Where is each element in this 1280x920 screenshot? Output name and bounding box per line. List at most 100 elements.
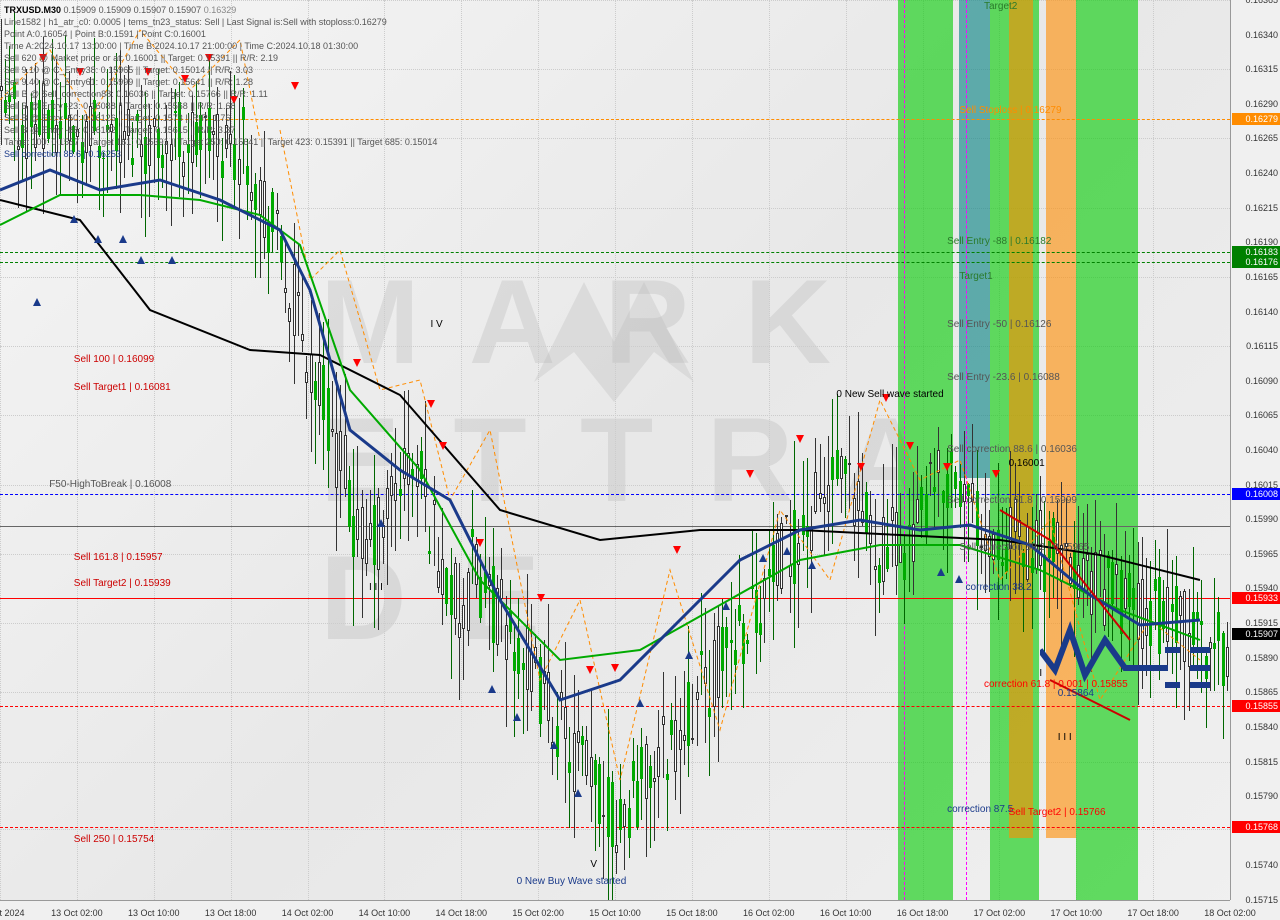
chart-container[interactable]: M A R K E T T R A D E Target2Sell Stoplo… <box>0 0 1280 920</box>
chart-label: Sell 161.8 | 0.15957 <box>74 552 163 563</box>
down-arrow-icon <box>537 594 545 602</box>
up-arrow-icon <box>574 789 582 797</box>
y-axis-tick: 0.15965 <box>1245 549 1278 559</box>
y-axis-tick: 0.15740 <box>1245 860 1278 870</box>
price-tag: 0.16008 <box>1232 488 1280 500</box>
chart-label: Sell Target1 | 0.16081 <box>74 382 171 393</box>
up-arrow-icon <box>955 575 963 583</box>
y-axis-tick: 0.15865 <box>1245 687 1278 697</box>
x-axis-tick: 16 Oct 02:00 <box>743 908 795 918</box>
price-tag: 0.16279 <box>1232 113 1280 125</box>
x-axis-tick: 15 Oct 02:00 <box>512 908 564 918</box>
chart-label: Sell Target2 | 0.15939 <box>74 578 171 589</box>
up-arrow-icon <box>119 235 127 243</box>
down-arrow-icon <box>427 400 435 408</box>
trade-waveform <box>1040 620 1220 700</box>
y-axis-tick: 0.16165 <box>1245 272 1278 282</box>
chart-label: 0 New Sell wave started <box>836 389 943 400</box>
x-axis-tick: 18 Oct 02:00 <box>1204 908 1256 918</box>
horizontal-line <box>0 827 1230 828</box>
up-arrow-icon <box>937 568 945 576</box>
y-axis: 0.157150.157400.157660.157900.158150.158… <box>1230 0 1280 900</box>
down-arrow-icon <box>943 463 951 471</box>
y-axis-tick: 0.16140 <box>1245 307 1278 317</box>
y-axis-tick: 0.16290 <box>1245 99 1278 109</box>
chart-label: Sell Target2 | 0.15766 <box>1009 807 1106 818</box>
chart-label: Sell 100 | 0.16099 <box>74 354 154 365</box>
up-arrow-icon <box>488 685 496 693</box>
y-axis-tick: 0.15815 <box>1245 757 1278 767</box>
down-arrow-icon <box>796 435 804 443</box>
y-axis-tick: 0.15990 <box>1245 514 1278 524</box>
chart-label: Sell Entry -88 | 0.16182 <box>947 236 1051 247</box>
up-arrow-icon <box>783 547 791 555</box>
down-arrow-icon <box>353 359 361 367</box>
chart-label: Sell Entry -23.6 | 0.16088 <box>947 372 1060 383</box>
y-axis-tick: 0.16315 <box>1245 64 1278 74</box>
y-axis-tick: 0.16365 <box>1245 0 1278 5</box>
y-axis-tick: 0.15715 <box>1245 895 1278 905</box>
y-axis-tick: 0.16065 <box>1245 410 1278 420</box>
down-arrow-icon <box>906 442 914 450</box>
x-axis-tick: 14 Oct 18:00 <box>435 908 487 918</box>
zone <box>1046 0 1077 838</box>
up-arrow-icon <box>94 235 102 243</box>
down-arrow-icon <box>586 666 594 674</box>
chart-label: Sell Stoploss | 0.16279 <box>959 105 1061 116</box>
price-tag: 0.15768 <box>1232 821 1280 833</box>
up-arrow-icon <box>759 554 767 562</box>
zone <box>1009 0 1034 838</box>
up-arrow-icon <box>722 602 730 610</box>
down-arrow-icon <box>476 539 484 547</box>
price-tag: 0.16176 <box>1232 256 1280 268</box>
chart-label: I I I <box>369 582 383 593</box>
down-arrow-icon <box>857 463 865 471</box>
x-axis-tick: 14 Oct 02:00 <box>282 908 334 918</box>
down-arrow-icon <box>673 546 681 554</box>
y-axis-tick: 0.16040 <box>1245 445 1278 455</box>
x-axis-tick: 14 Oct 10:00 <box>359 908 411 918</box>
chart-label: Target2 <box>984 1 1017 12</box>
x-axis: 12 Oct 202413 Oct 02:0013 Oct 10:0013 Oc… <box>0 900 1230 920</box>
y-axis-tick: 0.16265 <box>1245 133 1278 143</box>
up-arrow-icon <box>168 256 176 264</box>
chart-label: V <box>590 859 597 870</box>
chart-label: Sell correction 88.6 | 0.16036 <box>947 444 1077 455</box>
x-axis-tick: 17 Oct 10:00 <box>1050 908 1102 918</box>
x-axis-tick: 12 Oct 2024 <box>0 908 25 918</box>
price-tag: 0.15907 <box>1232 628 1280 640</box>
horizontal-line <box>0 526 1230 527</box>
y-axis-tick: 0.15890 <box>1245 653 1278 663</box>
down-arrow-icon <box>611 664 619 672</box>
chart-label: Sell Entry -50 | 0.16126 <box>947 319 1051 330</box>
horizontal-line <box>0 252 1230 253</box>
chart-label: I V <box>431 319 443 330</box>
x-axis-tick: 13 Oct 02:00 <box>51 908 103 918</box>
zone <box>1101 0 1138 900</box>
zone <box>1076 0 1101 900</box>
chart-label: Sell 250 | 0.15754 <box>74 834 154 845</box>
y-axis-tick: 0.16340 <box>1245 30 1278 40</box>
chart-label: correction 38.2 <box>966 582 1032 593</box>
price-tag: 0.15933 <box>1232 592 1280 604</box>
x-axis-tick: 17 Oct 02:00 <box>974 908 1026 918</box>
horizontal-line <box>0 706 1230 707</box>
x-axis-tick: 16 Oct 18:00 <box>897 908 949 918</box>
chart-label: 0 New Buy Wave started <box>517 876 627 887</box>
chart-label: Sell correction 38.2 | 0.15965 <box>959 542 1089 553</box>
chart-label: Sell correction 61.8 | 0.15999 <box>947 495 1077 506</box>
y-axis-tick: 0.16215 <box>1245 203 1278 213</box>
chart-label: correction 87.5 <box>947 804 1013 815</box>
y-axis-tick: 0.15790 <box>1245 791 1278 801</box>
price-tag: 0.15855 <box>1232 700 1280 712</box>
horizontal-line <box>0 598 1230 599</box>
down-arrow-icon <box>992 470 1000 478</box>
chart-label: I I I <box>1058 732 1072 743</box>
up-arrow-icon <box>33 298 41 306</box>
x-axis-tick: 16 Oct 10:00 <box>820 908 872 918</box>
y-axis-tick: 0.15915 <box>1245 618 1278 628</box>
down-arrow-icon <box>439 442 447 450</box>
up-arrow-icon <box>377 519 385 527</box>
x-axis-tick: 13 Oct 10:00 <box>128 908 180 918</box>
up-arrow-icon <box>636 699 644 707</box>
